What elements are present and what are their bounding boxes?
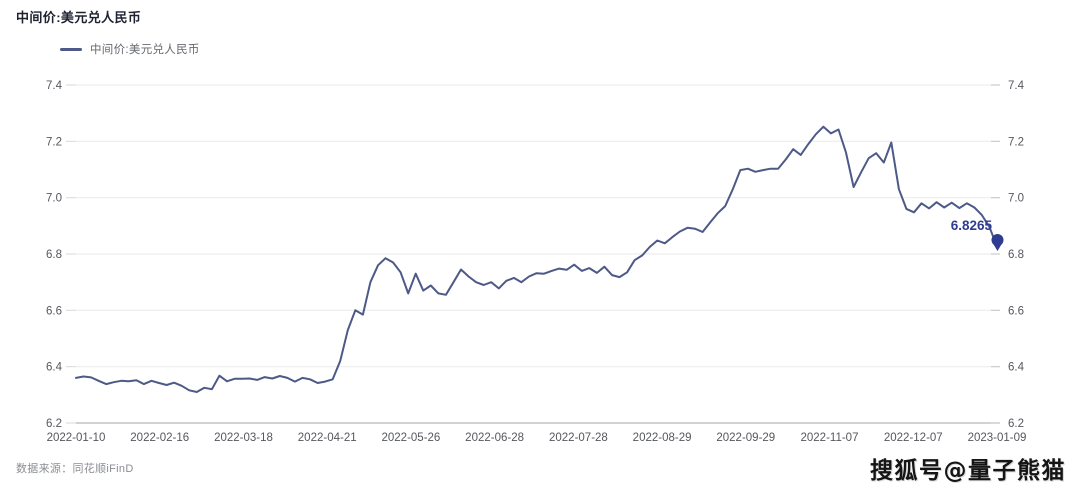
y-tick-label-right: 7.0 (1008, 193, 1024, 205)
data-source-label: 数据来源：同花顺iFinD (16, 463, 134, 475)
chart-title: 中间价:美元兑人民币 (16, 10, 142, 25)
x-tick-label: 2022-05-26 (381, 432, 440, 444)
x-tick-label: 2022-12-07 (884, 432, 943, 444)
y-tick-label-left: 6.8 (46, 249, 62, 261)
x-tick-label: 2022-07-28 (549, 432, 608, 444)
last-point-marker-tip (993, 243, 1002, 251)
y-tick-label-left: 6.2 (46, 418, 62, 430)
y-tick-label-right: 6.4 (1008, 362, 1025, 374)
y-tick-label-left: 6.6 (46, 305, 62, 317)
x-tick-label: 2022-09-29 (716, 432, 775, 444)
x-tick-label: 2022-06-28 (465, 432, 524, 444)
series-line (75, 125, 998, 393)
x-tick-label: 2022-02-16 (130, 432, 189, 444)
x-tick-label: 2023-01-09 (968, 432, 1027, 444)
x-tick-label: 2022-11-07 (801, 432, 859, 444)
legend: 中间价:美元兑人民币 (60, 41, 200, 57)
last-point-marker (991, 234, 1004, 246)
y-tick-label-right: 7.2 (1008, 136, 1024, 148)
x-tick-label: 2022-03-18 (214, 432, 273, 444)
y-tick-label-right: 7.4 (1008, 80, 1025, 92)
x-tick-label: 2022-04-21 (298, 432, 357, 444)
last-value-label: 6.8265 (951, 218, 993, 233)
x-tick-label: 2022-08-29 (633, 432, 692, 444)
y-tick-label-left: 7.4 (46, 80, 63, 92)
y-tick-label-right: 6.8 (1008, 249, 1024, 261)
y-tick-label-left: 7.0 (46, 193, 62, 205)
legend-line-swatch (60, 47, 82, 51)
x-tick-label: 2022-01-10 (47, 432, 106, 444)
y-tick-label-right: 6.2 (1008, 418, 1024, 430)
y-tick-label-left: 6.4 (46, 362, 63, 374)
legend-label: 中间价:美元兑人民币 (90, 44, 200, 56)
y-tick-label-right: 6.6 (1008, 305, 1024, 317)
y-tick-label-left: 7.2 (46, 136, 62, 148)
sohu-watermark: 搜狐号@量子熊猫 (870, 458, 1066, 484)
